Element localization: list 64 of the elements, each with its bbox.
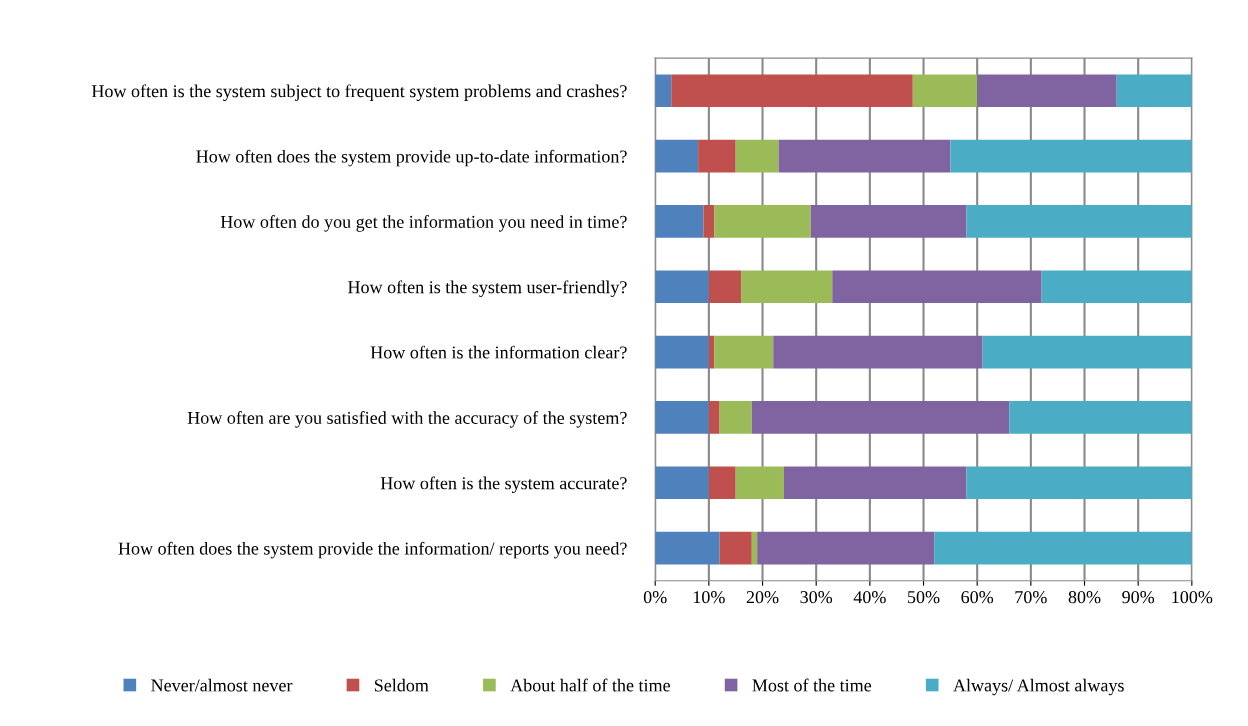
legend-label: About half of the time: [510, 678, 670, 692]
bar: [735, 139, 779, 173]
x-tick-label: 30%: [800, 591, 833, 604]
bar: [912, 74, 978, 108]
legend-label: Always/ Almost always: [953, 678, 1124, 696]
bar: [757, 531, 935, 565]
bar: [1041, 270, 1192, 304]
bar: [719, 401, 752, 434]
legend-label: Never/almost never: [151, 678, 293, 692]
y-tick-label: How often is the system user-friendly?: [348, 280, 627, 298]
x-tick-label: 20%: [746, 591, 779, 604]
bar: [655, 270, 709, 304]
y-tick-label: How often is the system subject to frequent system problems and crashes?: [91, 84, 627, 101]
bar: [655, 205, 704, 238]
y-tick-label: How often do you get the information you need in time?: [220, 215, 627, 232]
bar: [655, 531, 720, 565]
x-tick-label: 100%: [1172, 591, 1213, 604]
x-tick-label: 90%: [1122, 591, 1155, 604]
bar: [783, 466, 967, 500]
bar: [778, 139, 951, 173]
bar: [982, 335, 1192, 369]
bar: [773, 335, 983, 369]
bar: [655, 74, 672, 108]
bar: [719, 531, 752, 565]
legend-label: Most of the time: [752, 678, 872, 692]
bar: [714, 205, 811, 238]
bar: [966, 466, 1192, 500]
bar: [671, 74, 913, 108]
bar: [708, 335, 715, 369]
x-tick-label: 10%: [693, 591, 725, 604]
x-tick-label: 0%: [643, 591, 667, 604]
x-tick-label: 40%: [853, 591, 886, 604]
bar: [703, 205, 715, 238]
bar: [741, 270, 833, 304]
x-tick-label: 60%: [961, 591, 994, 604]
y-tick-label: How often does the system provide the information/ reports you need?: [118, 541, 627, 559]
bar: [950, 139, 1192, 173]
bar: [698, 139, 736, 173]
bar: [966, 205, 1192, 238]
legend-label: Seldom: [374, 678, 429, 692]
bar: [655, 466, 709, 500]
bar: [934, 531, 1192, 565]
bar: [655, 139, 699, 173]
bar: [708, 270, 742, 304]
x-tick-label: 70%: [1015, 591, 1047, 604]
bar: [655, 401, 709, 434]
bar: [1009, 401, 1192, 434]
bar: [708, 401, 720, 434]
bar: [1116, 74, 1192, 108]
bar: [810, 205, 967, 238]
bar: [708, 466, 736, 500]
bar: [714, 335, 774, 369]
bar: [832, 270, 1042, 304]
y-tick-label: How often are you satisfied with the accuracy of the system?: [187, 411, 627, 428]
y-tick-label: How often does the system provide up-to-date information?: [196, 149, 627, 167]
x-tick-label: 80%: [1068, 591, 1101, 604]
bar: [977, 74, 1117, 108]
x-tick-label: 50%: [908, 591, 940, 604]
bar: [655, 335, 709, 369]
bar: [751, 531, 758, 565]
bar: [735, 466, 784, 500]
y-tick-label: How often is the information clear?: [370, 345, 627, 359]
y-tick-label: How often is the system accurate?: [380, 476, 627, 494]
bar: [751, 401, 1010, 434]
